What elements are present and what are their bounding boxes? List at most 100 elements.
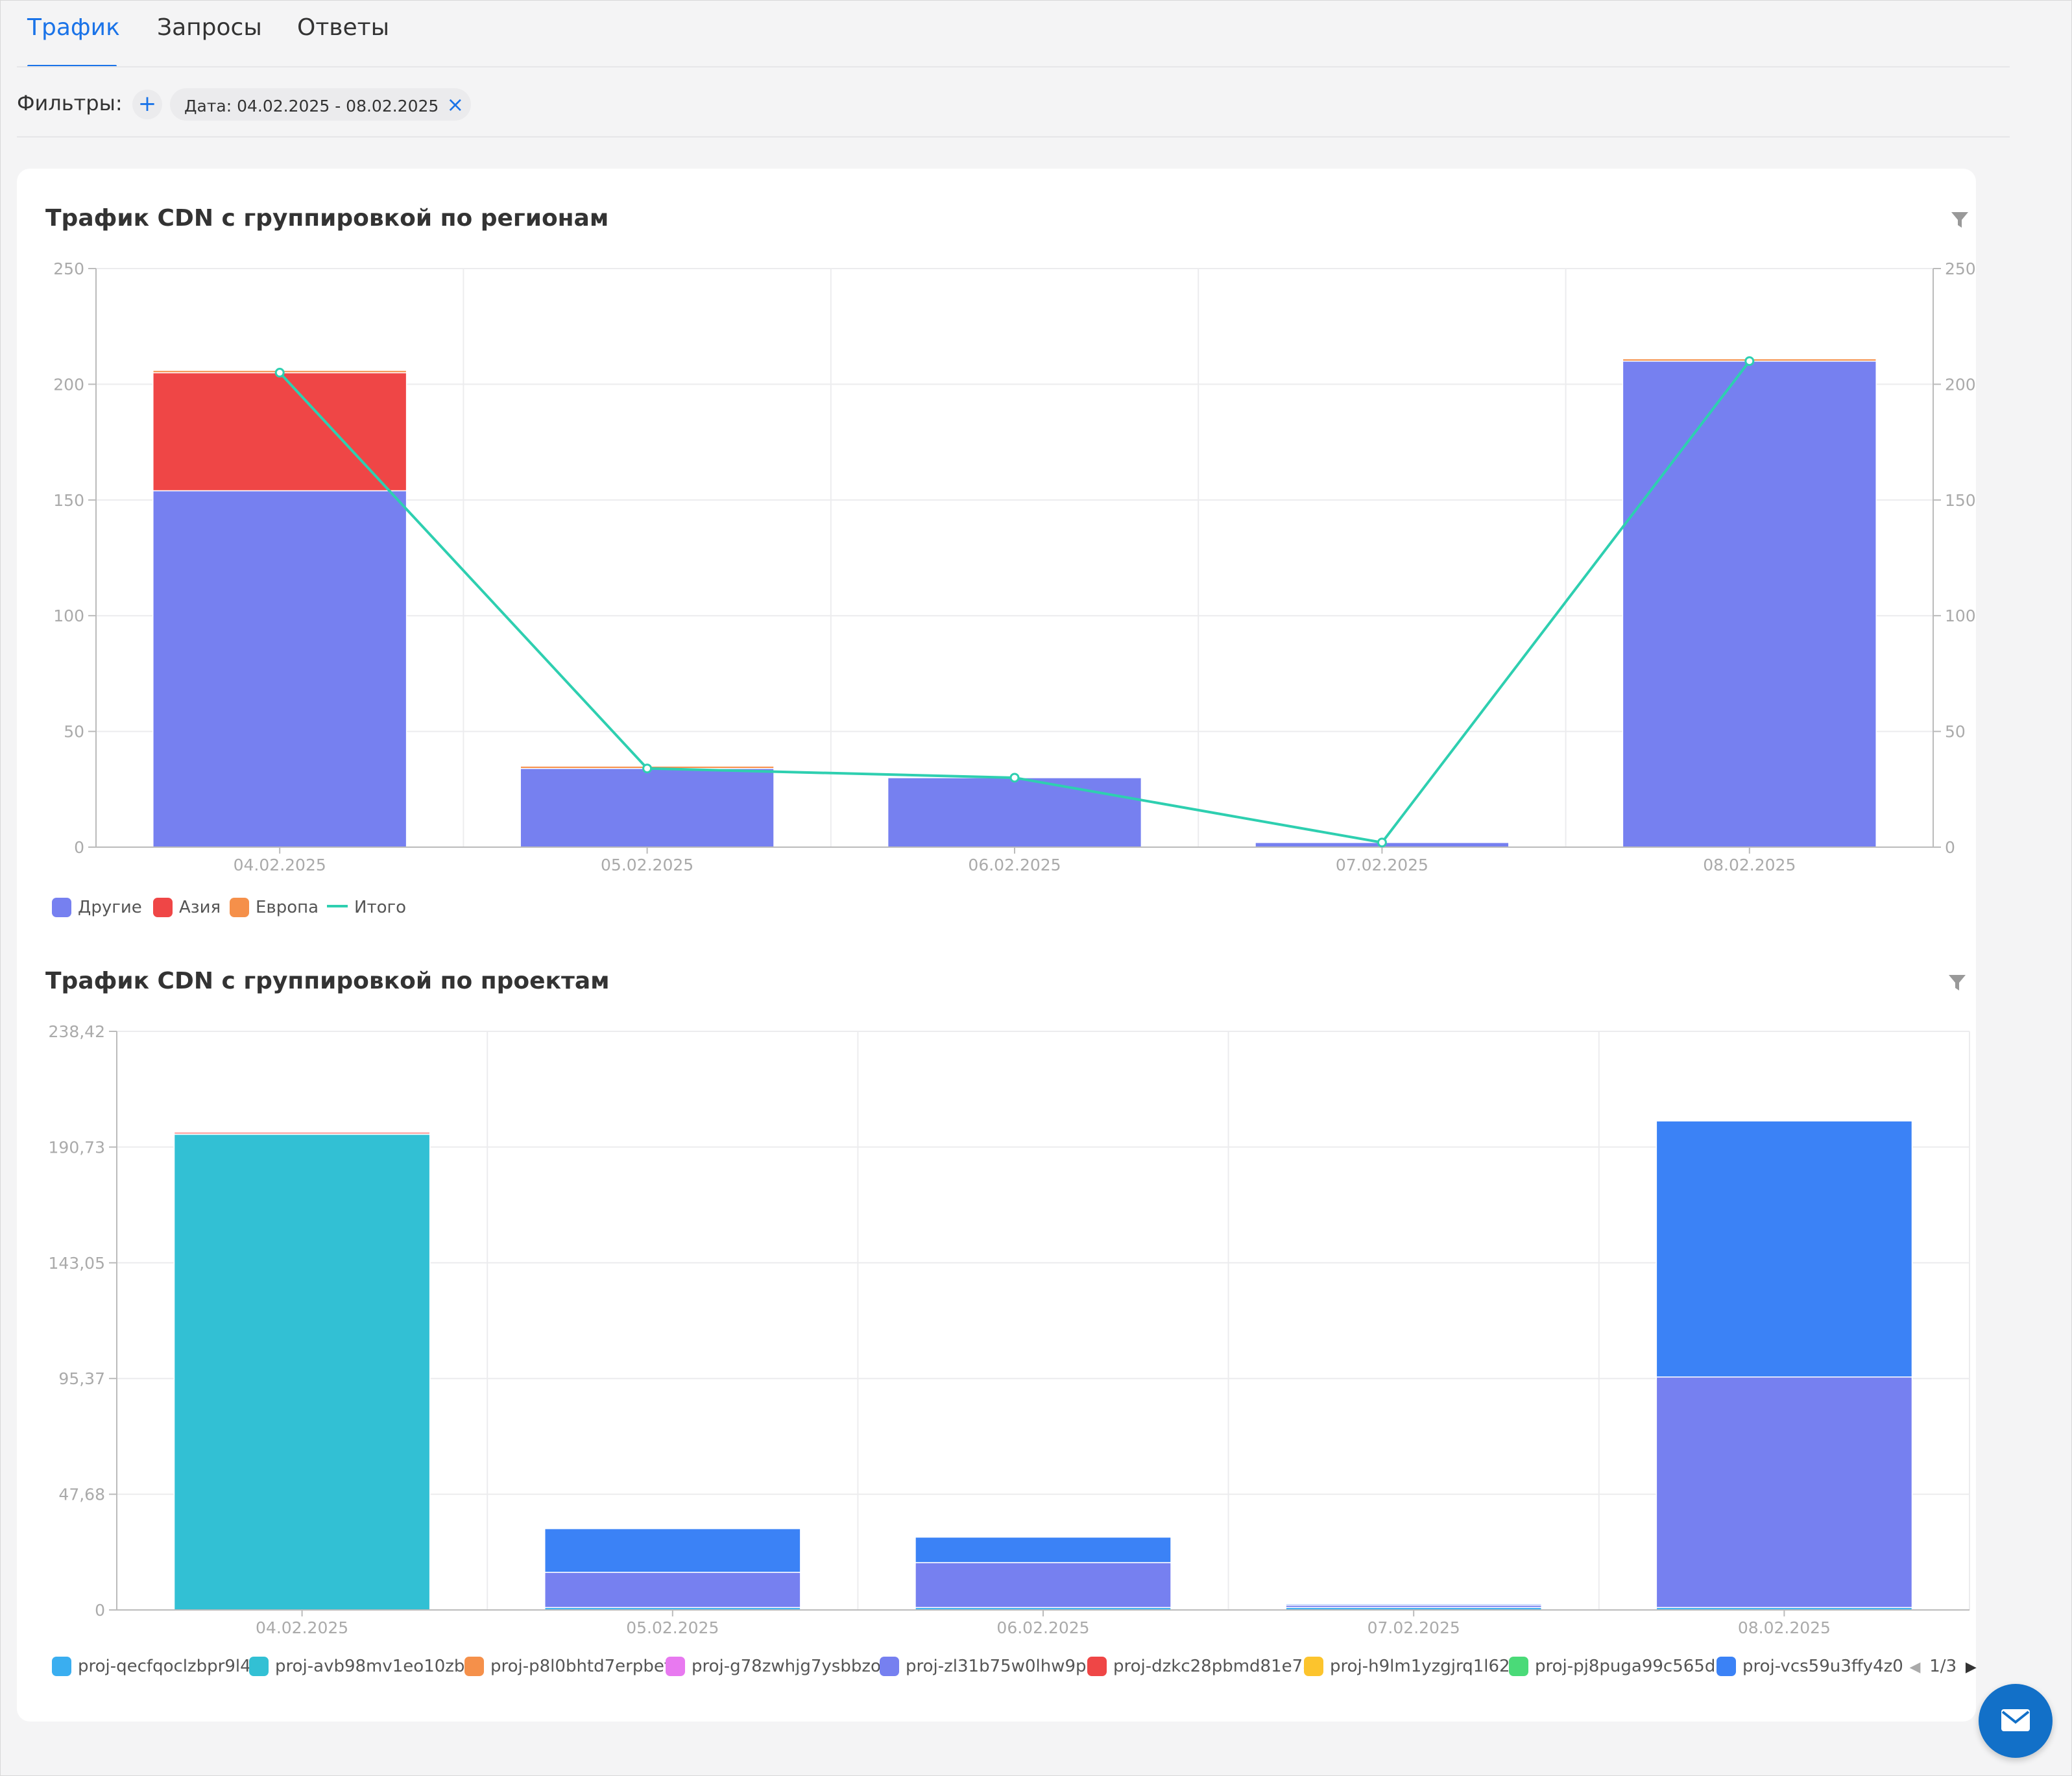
x-tick-label: 04.02.2025 — [256, 1618, 348, 1637]
legend-label: Другие — [78, 898, 142, 917]
x-tick-label: 07.02.2025 — [1367, 1618, 1460, 1637]
legend-pager: ◀ 1/3 ▶ — [1906, 1657, 1980, 1676]
projects-bar-segment — [544, 1572, 801, 1609]
x-tick-label: 05.02.2025 — [601, 856, 693, 874]
y-tick-label: 250 — [53, 259, 84, 278]
regions-bar-segment — [1622, 360, 1877, 848]
filter-funnel-icon[interactable] — [1947, 973, 1967, 992]
legend-swatch — [230, 898, 249, 917]
divider — [17, 66, 2010, 67]
regions-total-point — [642, 763, 653, 774]
legend-label: Европа — [256, 898, 319, 917]
legend-item[interactable]: proj-dzkc28pbmd81e78 — [1087, 1657, 1314, 1676]
legend-swatch — [52, 898, 71, 917]
projects-bar-segment — [915, 1562, 1172, 1609]
legend-swatch — [666, 1657, 685, 1676]
legend-swatch — [1087, 1657, 1107, 1676]
y2-tick-label: 250 — [1945, 259, 1976, 278]
mail-icon — [2001, 1709, 2030, 1731]
legend-label: proj-g78zwhjg7ysbbzo — [692, 1657, 881, 1676]
y-tick-label: 150 — [53, 491, 84, 510]
tab-responses[interactable]: Ответы — [297, 14, 390, 41]
divider — [17, 136, 2010, 138]
x-tick-label: 04.02.2025 — [234, 856, 326, 874]
regions-bar-segment — [152, 490, 407, 848]
projects-bar-segment — [1656, 1120, 1913, 1378]
legend-swatch — [52, 1657, 71, 1676]
legend-label: proj-zl31b75w0lhw9p1 — [906, 1657, 1098, 1676]
legend-page-label: 1/3 — [1929, 1657, 1957, 1676]
y-tick-label: 95,37 — [58, 1369, 105, 1388]
legend-label: Азия — [179, 898, 221, 917]
date-filter-text: Дата: 04.02.2025 - 08.02.2025 — [184, 97, 439, 115]
legend-label: Итого — [354, 898, 407, 917]
x-tick-label: 05.02.2025 — [626, 1618, 719, 1637]
legend-label: proj-avb98mv1eo10zba — [275, 1657, 476, 1676]
contact-button[interactable] — [1979, 1684, 2053, 1758]
y2-tick-label: 150 — [1945, 491, 1976, 510]
x-tick-label: 08.02.2025 — [1738, 1618, 1831, 1637]
legend-item[interactable]: proj-p8l0bhtd7erpbef — [464, 1657, 670, 1676]
legend-label: proj-h9lm1yzgjrq1l62 — [1330, 1657, 1510, 1676]
y2-tick-label: 200 — [1945, 375, 1976, 394]
y2-tick-label: 100 — [1945, 606, 1976, 625]
close-icon[interactable]: × — [446, 92, 464, 117]
projects-bar-segment — [173, 1133, 431, 1611]
legend-item[interactable]: Азия — [153, 898, 221, 917]
legend-label: proj-p8l0bhtd7erpbef — [490, 1657, 671, 1676]
legend-item[interactable]: proj-qecfqoclzbpr9l4 — [52, 1657, 251, 1676]
x-tick-label: 06.02.2025 — [996, 1618, 1089, 1637]
projects-bar-segment — [1656, 1376, 1913, 1609]
y-tick-label: 50 — [64, 723, 84, 741]
legend-label: proj-pj8puga99c565dk — [1535, 1657, 1726, 1676]
x-tick-label: 08.02.2025 — [1703, 856, 1796, 874]
add-filter-button[interactable]: + — [132, 90, 162, 119]
legend-item[interactable]: proj-vcs59u3ffy4z0 — [1717, 1657, 1903, 1676]
regions-total-point — [274, 368, 285, 378]
legend-item[interactable]: proj-zl31b75w0lhw9p1 — [880, 1657, 1097, 1676]
legend-swatch — [1717, 1657, 1736, 1676]
regions-bar-segment — [152, 372, 407, 492]
projects-bar-segment — [915, 1537, 1172, 1563]
projects-bar-segment — [1285, 1603, 1543, 1606]
y-tick-label: 190,73 — [49, 1138, 105, 1157]
legend-item[interactable]: proj-g78zwhjg7ysbbzo — [666, 1657, 881, 1676]
legend-swatch — [153, 898, 173, 917]
legend-item[interactable]: Европа — [230, 898, 319, 917]
legend-label: proj-vcs59u3ffy4z0 — [1742, 1657, 1903, 1676]
next-page-icon[interactable]: ▶ — [1965, 1659, 1977, 1675]
legend-swatch — [327, 905, 348, 907]
legend-item[interactable]: Итого — [327, 898, 406, 917]
legend-item[interactable]: Другие — [52, 898, 142, 917]
chart-projects: 0 47,68 95,37 143,05 190,73 238,42 04.02.2025 0… — [49, 1022, 1970, 1637]
y-tick-label: 238,42 — [49, 1022, 105, 1041]
y-tick-label: 0 — [95, 1601, 105, 1620]
legend-item[interactable]: proj-avb98mv1eo10zba — [249, 1657, 475, 1676]
legend-item[interactable]: proj-pj8puga99c565dk — [1509, 1657, 1725, 1676]
legend-label: proj-qecfqoclzbpr9l4 — [78, 1657, 251, 1676]
regions-bar-segment — [887, 777, 1142, 848]
regions-total-point — [1377, 837, 1387, 848]
projects-bar-segment — [544, 1528, 801, 1573]
regions-bar-segment — [520, 767, 775, 848]
regions-total-point — [1009, 773, 1020, 783]
legend-projects: proj-qecfqoclzbpr9l4 proj-avb98mv1eo10zba… — [17, 1657, 1911, 1683]
projects-bar-segment — [173, 1131, 431, 1135]
regions-total-point — [1744, 356, 1755, 366]
date-filter-chip[interactable]: Дата: 04.02.2025 - 08.02.2025 × — [170, 88, 472, 121]
tab-traffic[interactable]: Трафик — [27, 14, 120, 41]
filter-funnel-icon[interactable] — [1950, 210, 1970, 230]
y-tick-label: 100 — [53, 606, 84, 625]
y2-tick-label: 0 — [1945, 838, 1955, 857]
legend-swatch — [464, 1657, 484, 1676]
tab-requests[interactable]: Запросы — [157, 14, 262, 41]
prev-page-icon[interactable]: ◀ — [1909, 1659, 1921, 1675]
legend-swatch — [1304, 1657, 1323, 1676]
x-tick-label: 06.02.2025 — [968, 856, 1061, 874]
legend-label: proj-dzkc28pbmd81e78 — [1113, 1657, 1314, 1676]
y-tick-label: 200 — [53, 375, 84, 394]
legend-item[interactable]: proj-h9lm1yzgjrq1l62 — [1304, 1657, 1510, 1676]
y2-tick-label: 50 — [1945, 723, 1966, 741]
legend-swatch — [249, 1657, 269, 1676]
